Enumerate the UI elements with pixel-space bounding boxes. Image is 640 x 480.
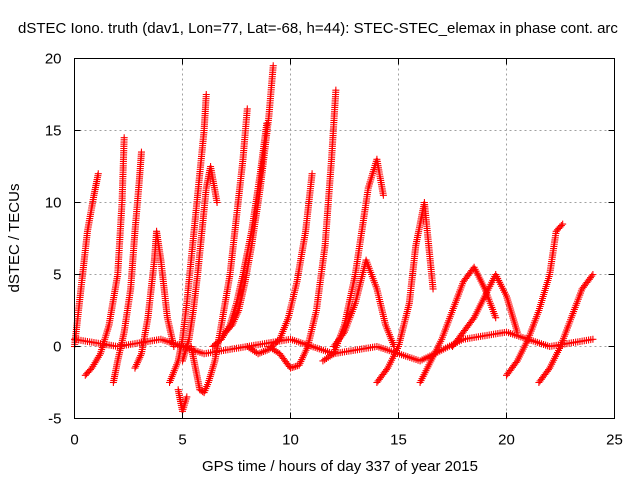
data-point [269,62,277,70]
y-tick-label: 10 [45,195,62,212]
series-10 [243,170,316,358]
series-13 [330,256,398,350]
y-tick-label: -5 [48,411,61,428]
y-tick-labels: -5 0 5 10 15 20 [45,51,62,428]
data-point [287,364,294,372]
data-point [589,335,597,343]
series-14 [373,199,437,386]
x-tick-label: 25 [606,432,623,449]
series-16 [449,271,521,350]
data-point [332,86,340,94]
chart-title: dSTEC Iono. truth (dav1, Lon=77, Lat=-68… [18,20,618,37]
series-1 [71,170,102,350]
y-axis-label: dSTEC / TECUs [6,184,23,293]
series-9 [222,62,277,336]
y-tick-label: 5 [53,267,61,284]
data-point [183,393,191,401]
data-point [288,364,296,372]
axis-ticks [74,58,615,419]
series-11 [265,86,340,372]
data-point [429,285,437,293]
data-point [243,105,251,113]
series-7 [187,105,251,397]
y-tick-label: 15 [45,123,62,140]
data-point [339,330,347,338]
data-point [379,191,387,199]
data-point [202,91,210,98]
data-point [94,170,102,178]
data-point [557,222,565,230]
series-8 [209,119,271,350]
data-point [137,148,145,156]
data-point [512,359,520,366]
data-point [383,366,390,374]
x-tick-label: 0 [70,432,78,449]
data-point [213,199,221,206]
marks [71,62,597,415]
data-point [588,272,596,280]
x-tick-label: 5 [178,432,186,449]
y-tick-label: 0 [53,339,61,356]
y-tick-label: 20 [45,51,62,68]
x-tick-labels: 0 5 10 15 20 25 [70,432,623,449]
series-20 [174,386,191,415]
series-2 [81,134,128,379]
data-point [290,363,298,371]
data-point [559,220,567,228]
series-15 [416,263,500,386]
series-6 [179,163,221,365]
data-point [545,366,552,374]
x-axis-label: GPS time / hours of day 337 of year 2015 [202,458,478,475]
series-4 [131,227,178,372]
data-point [589,271,597,278]
series-17 [503,220,567,379]
plot-frame [74,58,615,419]
data-point [292,362,300,370]
data-point [469,315,477,323]
series-3 [109,148,145,386]
data-point [492,314,500,322]
x-tick-label: 10 [282,432,299,449]
x-tick-label: 20 [498,432,515,449]
x-tick-label: 15 [390,432,407,449]
data-point [120,134,128,142]
data-point [308,170,316,178]
